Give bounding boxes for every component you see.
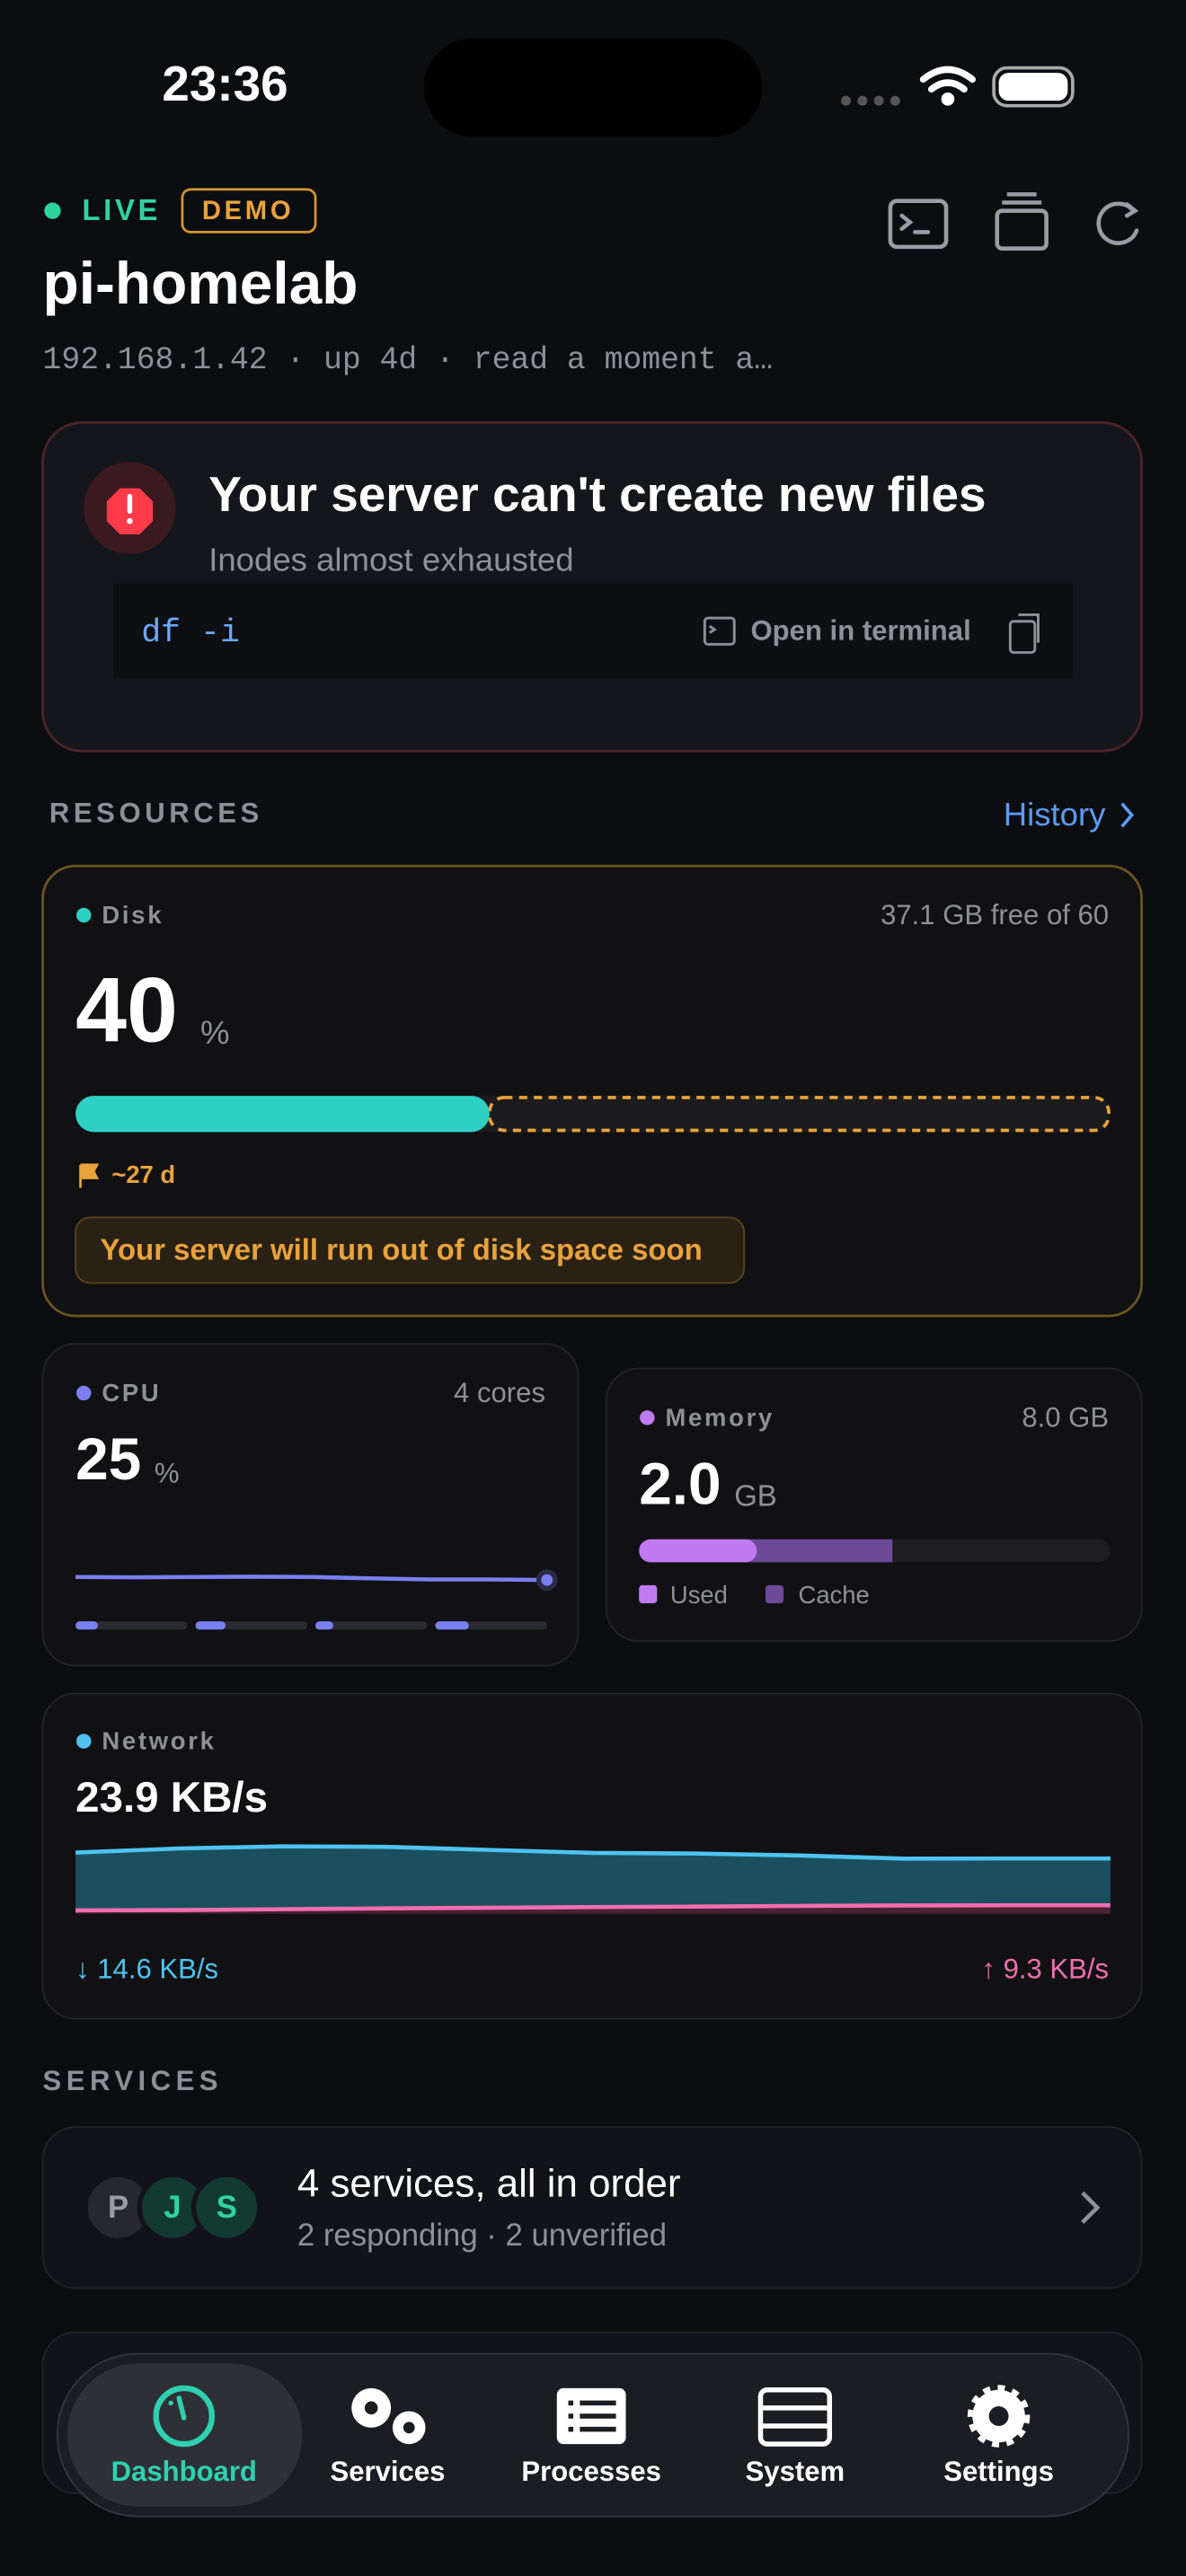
avatar-initial: J xyxy=(164,2191,181,2225)
terminal-button[interactable] xyxy=(888,198,949,250)
core-bar xyxy=(315,1621,333,1630)
memory-total: 8.0 GB xyxy=(1022,1401,1109,1433)
system-icon xyxy=(757,2387,833,2447)
dashboard-icon xyxy=(153,2385,216,2448)
alert-icon-dot xyxy=(127,517,133,525)
host: pi-homelab xyxy=(43,250,358,316)
stack-button[interactable] xyxy=(995,192,1049,251)
cpu-cores: 4 cores xyxy=(454,1377,545,1408)
tab-label[interactable]: Processes xyxy=(521,2456,661,2487)
live-label: LIVE xyxy=(82,193,161,226)
memory-used: 2.0 xyxy=(639,1450,721,1516)
tab-icons xyxy=(153,2385,1031,2448)
services-title: 4 services, all in order xyxy=(297,2162,681,2206)
core-track xyxy=(315,1621,428,1630)
cpu-label: CPU xyxy=(102,1379,161,1407)
demo-label: DEMO xyxy=(202,197,294,225)
avatar-initial: P xyxy=(108,2191,128,2225)
network-in-area xyxy=(75,1846,1111,1910)
network-out-line xyxy=(75,1902,1111,1913)
disk-bar xyxy=(75,1096,490,1133)
host-subtitle: 192.168.1.42 · up 4d · read a moment a… xyxy=(43,343,774,378)
disk-percent: 40 xyxy=(75,957,178,1061)
network-in-line xyxy=(75,1844,1111,1861)
demo-badge xyxy=(181,188,317,234)
dynamic-island xyxy=(423,38,763,137)
memory-label: Memory xyxy=(665,1404,774,1432)
memory-unit: GB xyxy=(734,1479,777,1513)
dashboard-needle xyxy=(168,2395,187,2421)
disk-warning-pill xyxy=(75,1216,746,1284)
clock: 23:36 xyxy=(162,56,288,111)
settings-hole xyxy=(988,2406,1009,2426)
core-bar xyxy=(75,1621,98,1630)
battery xyxy=(992,66,1075,108)
legend-cache: Cache xyxy=(799,1581,870,1609)
terminal-icon xyxy=(703,616,736,646)
cpu-line xyxy=(75,1575,547,1583)
network-label: Network xyxy=(102,1727,216,1755)
section-heading: RESOURCES xyxy=(49,798,263,829)
active-tab xyxy=(66,2363,303,2507)
battery-level xyxy=(998,73,1068,101)
refresh-button[interactable] xyxy=(1096,201,1139,245)
core-bar xyxy=(195,1621,226,1630)
disk-card xyxy=(41,864,1144,1318)
eta-flag xyxy=(79,1163,100,1188)
tab-label[interactable]: System xyxy=(746,2456,845,2487)
disk-forecast xyxy=(487,1096,1111,1133)
alert-subtitle: Inodes almost exhausted xyxy=(208,542,573,578)
live-dot xyxy=(44,202,61,219)
services-icon-holes xyxy=(364,2401,415,2434)
network-total: 23.9 KB/s xyxy=(75,1774,268,1822)
disk-label: Disk xyxy=(102,901,164,929)
cpu-dot xyxy=(76,1385,92,1401)
disk-eta: ~27 d xyxy=(111,1160,175,1188)
copy-button[interactable] xyxy=(1008,613,1040,654)
history-link[interactable]: History xyxy=(1004,796,1106,833)
memory-dot xyxy=(640,1410,655,1425)
signal xyxy=(841,95,900,106)
network-dot xyxy=(76,1734,92,1749)
command: df -i xyxy=(141,614,240,651)
services-card[interactable] xyxy=(41,2126,1143,2289)
cpu-card xyxy=(41,1343,580,1667)
disk-dot xyxy=(76,907,92,923)
legend-used: Used xyxy=(670,1581,728,1609)
alert-title: Your server can't create new files xyxy=(208,466,986,522)
core-bar xyxy=(435,1621,469,1630)
history-chevron[interactable] xyxy=(1120,802,1135,828)
section-heading: SERVICES xyxy=(43,2065,223,2096)
disk-free: 37.1 GB free of 60 xyxy=(881,899,1109,931)
memory-used-bar xyxy=(639,1539,757,1563)
services-chevron xyxy=(1081,2191,1101,2224)
wifi xyxy=(919,66,976,106)
cpu-point xyxy=(535,1569,558,1591)
disk-warning: Your server will run out of disk space s… xyxy=(101,1232,703,1266)
disk-unit: % xyxy=(200,1014,230,1051)
cpu-unit: % xyxy=(155,1458,180,1489)
core-track xyxy=(75,1621,188,1630)
network-in: ↓ 14.6 KB/s xyxy=(75,1954,218,1985)
processes-lines xyxy=(568,2400,616,2432)
open-terminal[interactable]: Open in terminal xyxy=(751,615,971,647)
tab-label[interactable]: Services xyxy=(331,2456,446,2487)
tab-label[interactable]: Dashboard xyxy=(111,2456,257,2487)
avatar-initial: S xyxy=(217,2191,237,2225)
memory-cache xyxy=(747,1539,893,1563)
services-subtitle: 2 responding · 2 unverified xyxy=(297,2219,667,2253)
network-out: ↑ 9.3 KB/s xyxy=(981,1954,1109,1985)
memory-card xyxy=(605,1367,1143,1642)
legend-cache-swatch xyxy=(765,1584,784,1604)
legend-used-swatch xyxy=(639,1584,658,1604)
tab-label[interactable]: Settings xyxy=(943,2456,1054,2487)
cpu-percent: 25 xyxy=(75,1425,141,1492)
command-box xyxy=(113,583,1073,679)
avatar xyxy=(190,2172,262,2244)
